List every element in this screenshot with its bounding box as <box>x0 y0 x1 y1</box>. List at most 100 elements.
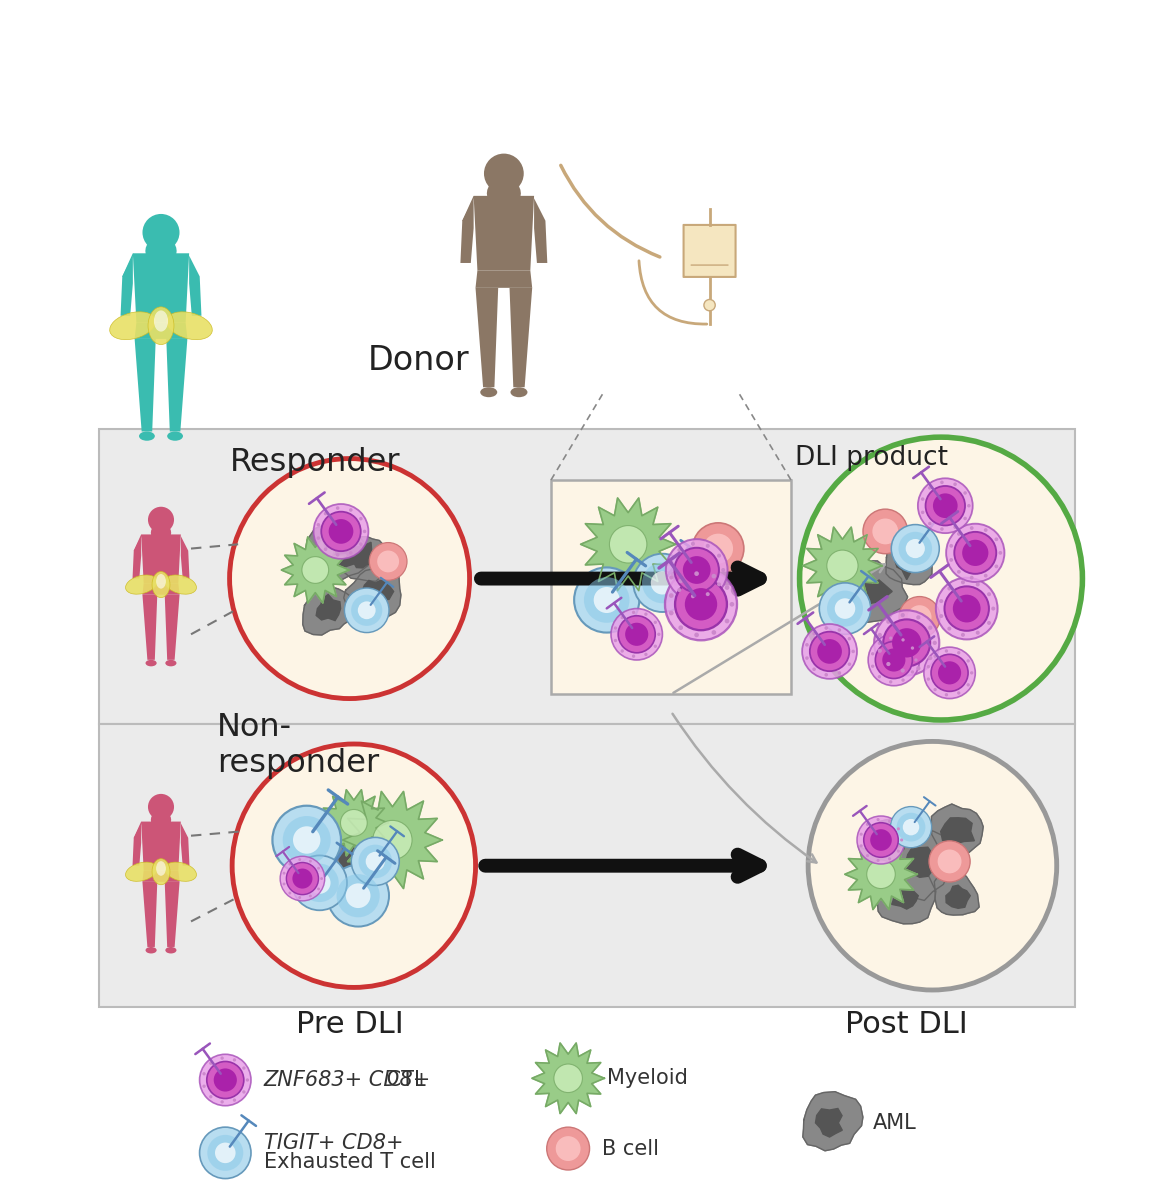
Text: Post DLI: Post DLI <box>845 1009 969 1039</box>
Ellipse shape <box>167 432 183 440</box>
Circle shape <box>925 486 965 526</box>
Polygon shape <box>338 845 363 870</box>
Circle shape <box>683 556 710 584</box>
Circle shape <box>824 673 828 677</box>
Circle shape <box>324 512 328 515</box>
Circle shape <box>329 520 353 544</box>
Circle shape <box>953 526 957 529</box>
Circle shape <box>963 540 989 566</box>
Circle shape <box>947 626 951 631</box>
Circle shape <box>966 683 970 686</box>
Circle shape <box>837 628 841 631</box>
Circle shape <box>957 570 960 574</box>
Circle shape <box>321 877 323 880</box>
Circle shape <box>657 632 661 636</box>
Polygon shape <box>133 536 141 578</box>
Circle shape <box>669 560 673 564</box>
Circle shape <box>215 1142 236 1163</box>
Circle shape <box>926 665 930 668</box>
Circle shape <box>621 649 623 653</box>
Circle shape <box>706 544 710 548</box>
Polygon shape <box>473 196 534 270</box>
Circle shape <box>294 827 321 853</box>
Polygon shape <box>892 884 918 910</box>
Polygon shape <box>316 594 340 620</box>
Polygon shape <box>135 338 156 432</box>
Circle shape <box>619 616 655 653</box>
Circle shape <box>693 523 744 575</box>
Circle shape <box>289 892 291 894</box>
Circle shape <box>202 1072 205 1075</box>
Circle shape <box>967 504 971 508</box>
Ellipse shape <box>153 571 170 598</box>
Polygon shape <box>164 595 180 660</box>
Circle shape <box>242 1091 245 1093</box>
Circle shape <box>911 647 915 649</box>
Circle shape <box>346 883 371 908</box>
Circle shape <box>926 678 930 680</box>
Circle shape <box>899 596 940 637</box>
Circle shape <box>826 550 858 581</box>
Circle shape <box>351 595 383 626</box>
Circle shape <box>950 558 953 562</box>
Polygon shape <box>946 886 970 908</box>
Circle shape <box>966 659 970 662</box>
Circle shape <box>871 665 875 668</box>
Circle shape <box>903 818 919 835</box>
Polygon shape <box>839 560 908 623</box>
Polygon shape <box>343 792 443 888</box>
Circle shape <box>905 539 925 558</box>
Circle shape <box>915 659 918 661</box>
Circle shape <box>677 588 681 592</box>
Circle shape <box>484 154 524 193</box>
Polygon shape <box>181 823 189 865</box>
Polygon shape <box>940 817 974 844</box>
Circle shape <box>691 594 695 599</box>
Polygon shape <box>534 198 547 263</box>
Circle shape <box>954 532 997 574</box>
Polygon shape <box>339 536 389 581</box>
Circle shape <box>242 1067 245 1069</box>
Circle shape <box>625 623 648 646</box>
Circle shape <box>898 532 932 565</box>
Circle shape <box>694 571 699 576</box>
Circle shape <box>675 547 718 593</box>
Text: AML: AML <box>872 1112 916 1133</box>
Circle shape <box>317 536 321 540</box>
Circle shape <box>957 652 960 654</box>
Text: Pre DLI: Pre DLI <box>296 1009 404 1039</box>
Polygon shape <box>133 823 141 865</box>
Circle shape <box>848 662 851 666</box>
Circle shape <box>987 620 991 625</box>
Circle shape <box>947 587 951 590</box>
Polygon shape <box>532 1043 605 1114</box>
Text: ZNF683+ CD8+: ZNF683+ CD8+ <box>264 1070 431 1090</box>
Circle shape <box>953 595 980 623</box>
Circle shape <box>632 611 635 614</box>
Polygon shape <box>803 1092 863 1151</box>
Circle shape <box>886 662 891 666</box>
Polygon shape <box>306 522 371 582</box>
Circle shape <box>976 582 980 587</box>
Circle shape <box>819 583 871 635</box>
Circle shape <box>363 529 366 533</box>
Circle shape <box>890 806 932 847</box>
Polygon shape <box>475 288 498 388</box>
Circle shape <box>945 694 949 696</box>
Circle shape <box>632 654 635 658</box>
Circle shape <box>281 857 325 901</box>
Circle shape <box>877 859 879 862</box>
Polygon shape <box>142 583 180 595</box>
Circle shape <box>711 630 716 635</box>
Circle shape <box>298 896 302 899</box>
Circle shape <box>336 506 339 510</box>
Circle shape <box>998 551 1003 554</box>
Circle shape <box>642 563 683 604</box>
Circle shape <box>344 588 389 632</box>
Circle shape <box>313 504 369 559</box>
Ellipse shape <box>166 947 176 954</box>
Circle shape <box>902 678 905 682</box>
Polygon shape <box>362 580 393 604</box>
Circle shape <box>232 1058 236 1062</box>
Circle shape <box>328 865 389 926</box>
